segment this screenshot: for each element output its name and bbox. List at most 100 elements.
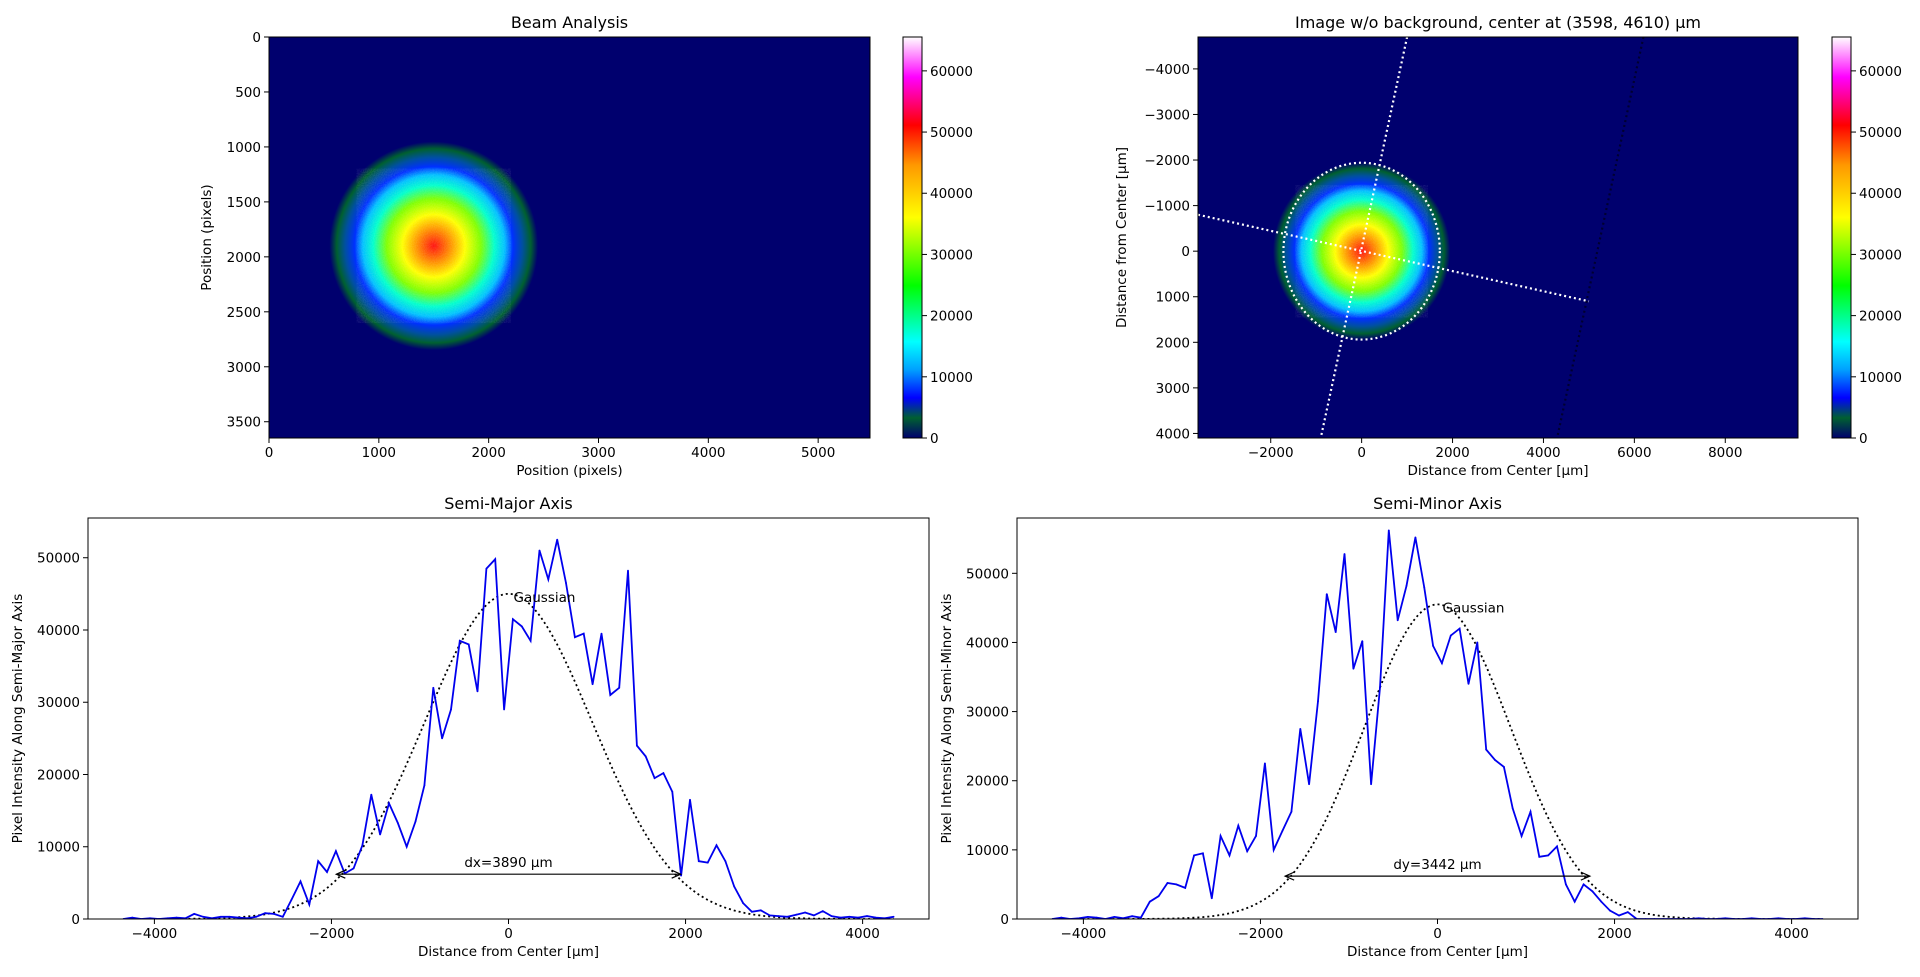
y-tick-label: 2000 <box>1156 335 1190 351</box>
data-point <box>308 903 311 906</box>
y-tick-label: 1000 <box>227 140 261 156</box>
x-axis-label: Distance from Center [µm] <box>1347 944 1528 960</box>
y-tick-label: 4000 <box>1156 426 1190 442</box>
data-point <box>193 913 196 915</box>
data-point <box>290 898 293 901</box>
x-tick-label: 2000 <box>1597 926 1631 942</box>
x-tick-label: 4000 <box>1526 445 1560 461</box>
x-tick-label: −2000 <box>309 926 355 942</box>
colorbar-tick-label: 20000 <box>1859 309 1902 325</box>
x-axis-label: Distance from Center [µm] <box>418 944 599 960</box>
colorbar-tick-label: 60000 <box>1859 64 1902 80</box>
data-point <box>485 567 488 570</box>
y-tick-label: 40000 <box>37 623 80 639</box>
y-axis-label: Distance from Center [µm] <box>1114 147 1130 328</box>
data-point <box>1467 683 1470 685</box>
data-point <box>1591 890 1594 893</box>
gaussian-label: Gaussian <box>1443 600 1505 616</box>
data-point <box>653 777 656 779</box>
data-point <box>662 772 665 774</box>
data-point <box>1414 536 1417 539</box>
y-tick-label: 3000 <box>227 360 261 376</box>
data-point <box>1352 667 1355 670</box>
data-point <box>1095 916 1098 919</box>
data-point <box>1547 854 1550 857</box>
x-tick-label: 2000 <box>1435 445 1469 461</box>
data-point <box>1626 911 1629 913</box>
y-tick-label: 2000 <box>227 250 261 266</box>
x-tick-label: 0 <box>1433 926 1442 942</box>
y-tick-label: 3000 <box>1156 381 1190 397</box>
data-point <box>458 639 461 642</box>
data-point <box>804 911 806 914</box>
data-point <box>1432 645 1434 647</box>
arrow-head-right <box>1580 871 1592 881</box>
x-tick-label: −2000 <box>1238 926 1284 942</box>
colorbar-tick-label: 30000 <box>1859 247 1902 263</box>
data-point <box>671 790 674 793</box>
data-point <box>1193 854 1195 857</box>
y-tick-label: 2500 <box>227 305 261 321</box>
data-point <box>237 916 240 919</box>
colorbar-tick-label: 10000 <box>930 370 973 386</box>
data-point <box>1476 641 1479 644</box>
data-point <box>1202 852 1204 855</box>
data-point <box>591 683 594 686</box>
data-point <box>1423 586 1426 588</box>
data-point <box>281 915 284 918</box>
y-tick-label: −3000 <box>1144 107 1190 123</box>
colorbar-tick-label: 30000 <box>930 247 973 263</box>
x-axis-label: Distance from Center [µm] <box>1407 463 1588 479</box>
y-tick-label: −4000 <box>1144 62 1190 78</box>
colorbar-tick-label: 60000 <box>930 64 973 80</box>
x-tick-label: 0 <box>504 926 513 942</box>
y-tick-label: −1000 <box>1144 199 1190 215</box>
data-point <box>467 643 470 646</box>
data-point <box>273 913 275 915</box>
axes-frame <box>268 36 871 439</box>
y-tick-label: 20000 <box>966 774 1009 790</box>
chart-title: Image w/o background, center at (3598, 4… <box>1295 13 1701 32</box>
y-tick-label: 30000 <box>37 695 80 711</box>
data-point <box>503 708 505 711</box>
data-point <box>1494 759 1496 761</box>
data-point <box>1228 854 1231 857</box>
data-point <box>1175 883 1178 886</box>
x-tick-label: 0 <box>1357 445 1366 461</box>
data-point <box>520 625 523 628</box>
x-tick-label: 2000 <box>471 445 505 461</box>
colorbar-tick-label: 50000 <box>930 125 973 141</box>
data-point <box>1387 529 1390 532</box>
data-point <box>733 885 736 888</box>
data-point <box>175 916 178 919</box>
data-point <box>636 744 638 747</box>
data-point <box>1237 824 1240 827</box>
data-point <box>742 902 744 904</box>
data-point <box>751 910 753 913</box>
y-tick-label: 30000 <box>966 705 1009 721</box>
data-point <box>1184 887 1187 889</box>
data-point <box>1113 916 1116 918</box>
data-point <box>264 912 266 915</box>
major-axis-line <box>1198 213 1590 303</box>
data-point <box>848 915 851 918</box>
data-point <box>255 915 258 918</box>
data-point <box>600 632 603 635</box>
data-point <box>1299 728 1302 730</box>
data-point <box>786 915 789 918</box>
data-point <box>317 860 320 863</box>
data-point <box>565 582 567 584</box>
data-point <box>1210 897 1213 900</box>
y-tick-label: 40000 <box>966 635 1009 651</box>
data-point <box>768 914 771 917</box>
data-point <box>1618 914 1620 917</box>
data-point <box>866 915 868 917</box>
x-tick-label: 8000 <box>1708 445 1742 461</box>
data-point <box>219 915 222 918</box>
x-tick-label: −2000 <box>1248 445 1294 461</box>
data-point <box>1600 900 1603 903</box>
y-tick-label: 3500 <box>227 415 261 431</box>
data-point <box>396 822 399 824</box>
data-point <box>1370 783 1372 786</box>
